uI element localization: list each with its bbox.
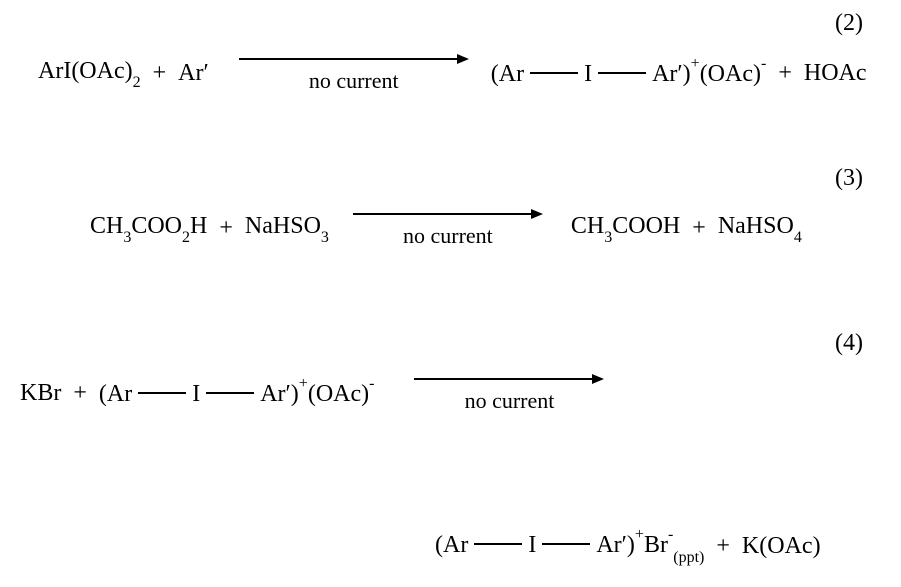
text: I: [584, 61, 592, 87]
text: (OAc): [308, 381, 369, 407]
subscript-ppt: (ppt): [673, 549, 704, 566]
eq3-product-2: NaHSO4: [718, 213, 802, 244]
subscript: 2: [182, 229, 190, 246]
superscript: +: [635, 526, 644, 543]
equation-number-4: (4): [835, 330, 863, 357]
eq4-product-2: K(OAc): [742, 533, 821, 560]
plus-sign: +: [778, 60, 792, 87]
eq3-reactant-2: NaHSO3: [245, 213, 329, 244]
eq4-reactant-1: KBr: [20, 380, 61, 407]
text: (Ar: [99, 381, 132, 407]
bond-line: [542, 543, 590, 545]
equation-3: CH3COO2H + NaHSO3 no current CH3COOH + N…: [90, 207, 802, 249]
text: NaHSO: [245, 213, 321, 239]
subscript: 2: [133, 74, 141, 91]
text: H: [190, 213, 207, 239]
text: NaHSO: [718, 213, 794, 239]
eq2-reactant-2: Ar′: [178, 60, 209, 87]
text: Ar′): [596, 532, 635, 558]
equation-4-line-1: KBr + (ArIAr′)+(OAc)- no current: [20, 372, 614, 414]
text: Ar′): [260, 381, 299, 407]
reaction-scheme-page: (2) ArI(OAc)2 + Ar′ no current (ArIAr′)+…: [0, 0, 901, 587]
text: COOH: [612, 213, 680, 239]
text: Ar′): [652, 61, 691, 87]
equation-number-3: (3): [835, 165, 863, 192]
plus-sign: +: [716, 533, 730, 560]
superscript: +: [691, 55, 700, 72]
bond-line: [598, 72, 646, 74]
subscript: 3: [604, 229, 612, 246]
equation-number-2: (2): [835, 10, 863, 37]
plus-sign: +: [219, 215, 233, 242]
subscript: 3: [123, 229, 131, 246]
plus-sign: +: [692, 215, 706, 242]
bond-line: [206, 392, 254, 394]
reaction-arrow: no current: [414, 372, 604, 414]
text: Br: [644, 532, 668, 558]
eq2-reactant-1: ArI(OAc)2: [38, 58, 141, 89]
text: CH: [571, 213, 604, 239]
superscript: -: [761, 55, 766, 72]
subscript: 4: [794, 229, 802, 246]
bond-line: [474, 543, 522, 545]
superscript: +: [299, 375, 308, 392]
bond-line: [530, 72, 578, 74]
arrow-icon: [353, 207, 543, 221]
equation-2: ArI(OAc)2 + Ar′ no current (ArIAr′)+(OAc…: [38, 52, 867, 94]
text: (OAc): [700, 61, 761, 87]
arrow-label: no current: [465, 388, 555, 414]
eq2-product-1: (ArIAr′)+(OAc)-: [491, 59, 767, 88]
eq4-reactant-2: (ArIAr′)+(OAc)-: [99, 379, 375, 408]
text: CH: [90, 213, 123, 239]
text: I: [192, 381, 200, 407]
reaction-arrow: no current: [353, 207, 543, 249]
equation-4-line-2: (ArIAr′)+Br-(ppt) + K(OAc): [435, 530, 821, 563]
bond-line: [138, 392, 186, 394]
arrow-label: no current: [309, 68, 399, 94]
plus-sign: +: [73, 380, 87, 407]
text: COO: [131, 213, 182, 239]
eq3-product-1: CH3COOH: [571, 213, 680, 244]
text: ArI(OAc): [38, 58, 133, 84]
superscript: -: [668, 526, 673, 543]
arrow-icon: [414, 372, 604, 386]
subscript: 3: [321, 229, 329, 246]
arrow-icon: [239, 52, 469, 66]
superscript: -: [369, 375, 374, 392]
plus-sign: +: [153, 60, 167, 87]
eq4-product-1: (ArIAr′)+Br-(ppt): [435, 530, 704, 563]
eq3-reactant-1: CH3COO2H: [90, 213, 207, 244]
arrow-label: no current: [403, 223, 493, 249]
text: (Ar: [491, 61, 524, 87]
eq2-product-2: HOAc: [804, 60, 867, 87]
reaction-arrow: no current: [239, 52, 469, 94]
text: (Ar: [435, 532, 468, 558]
text: I: [528, 532, 536, 558]
